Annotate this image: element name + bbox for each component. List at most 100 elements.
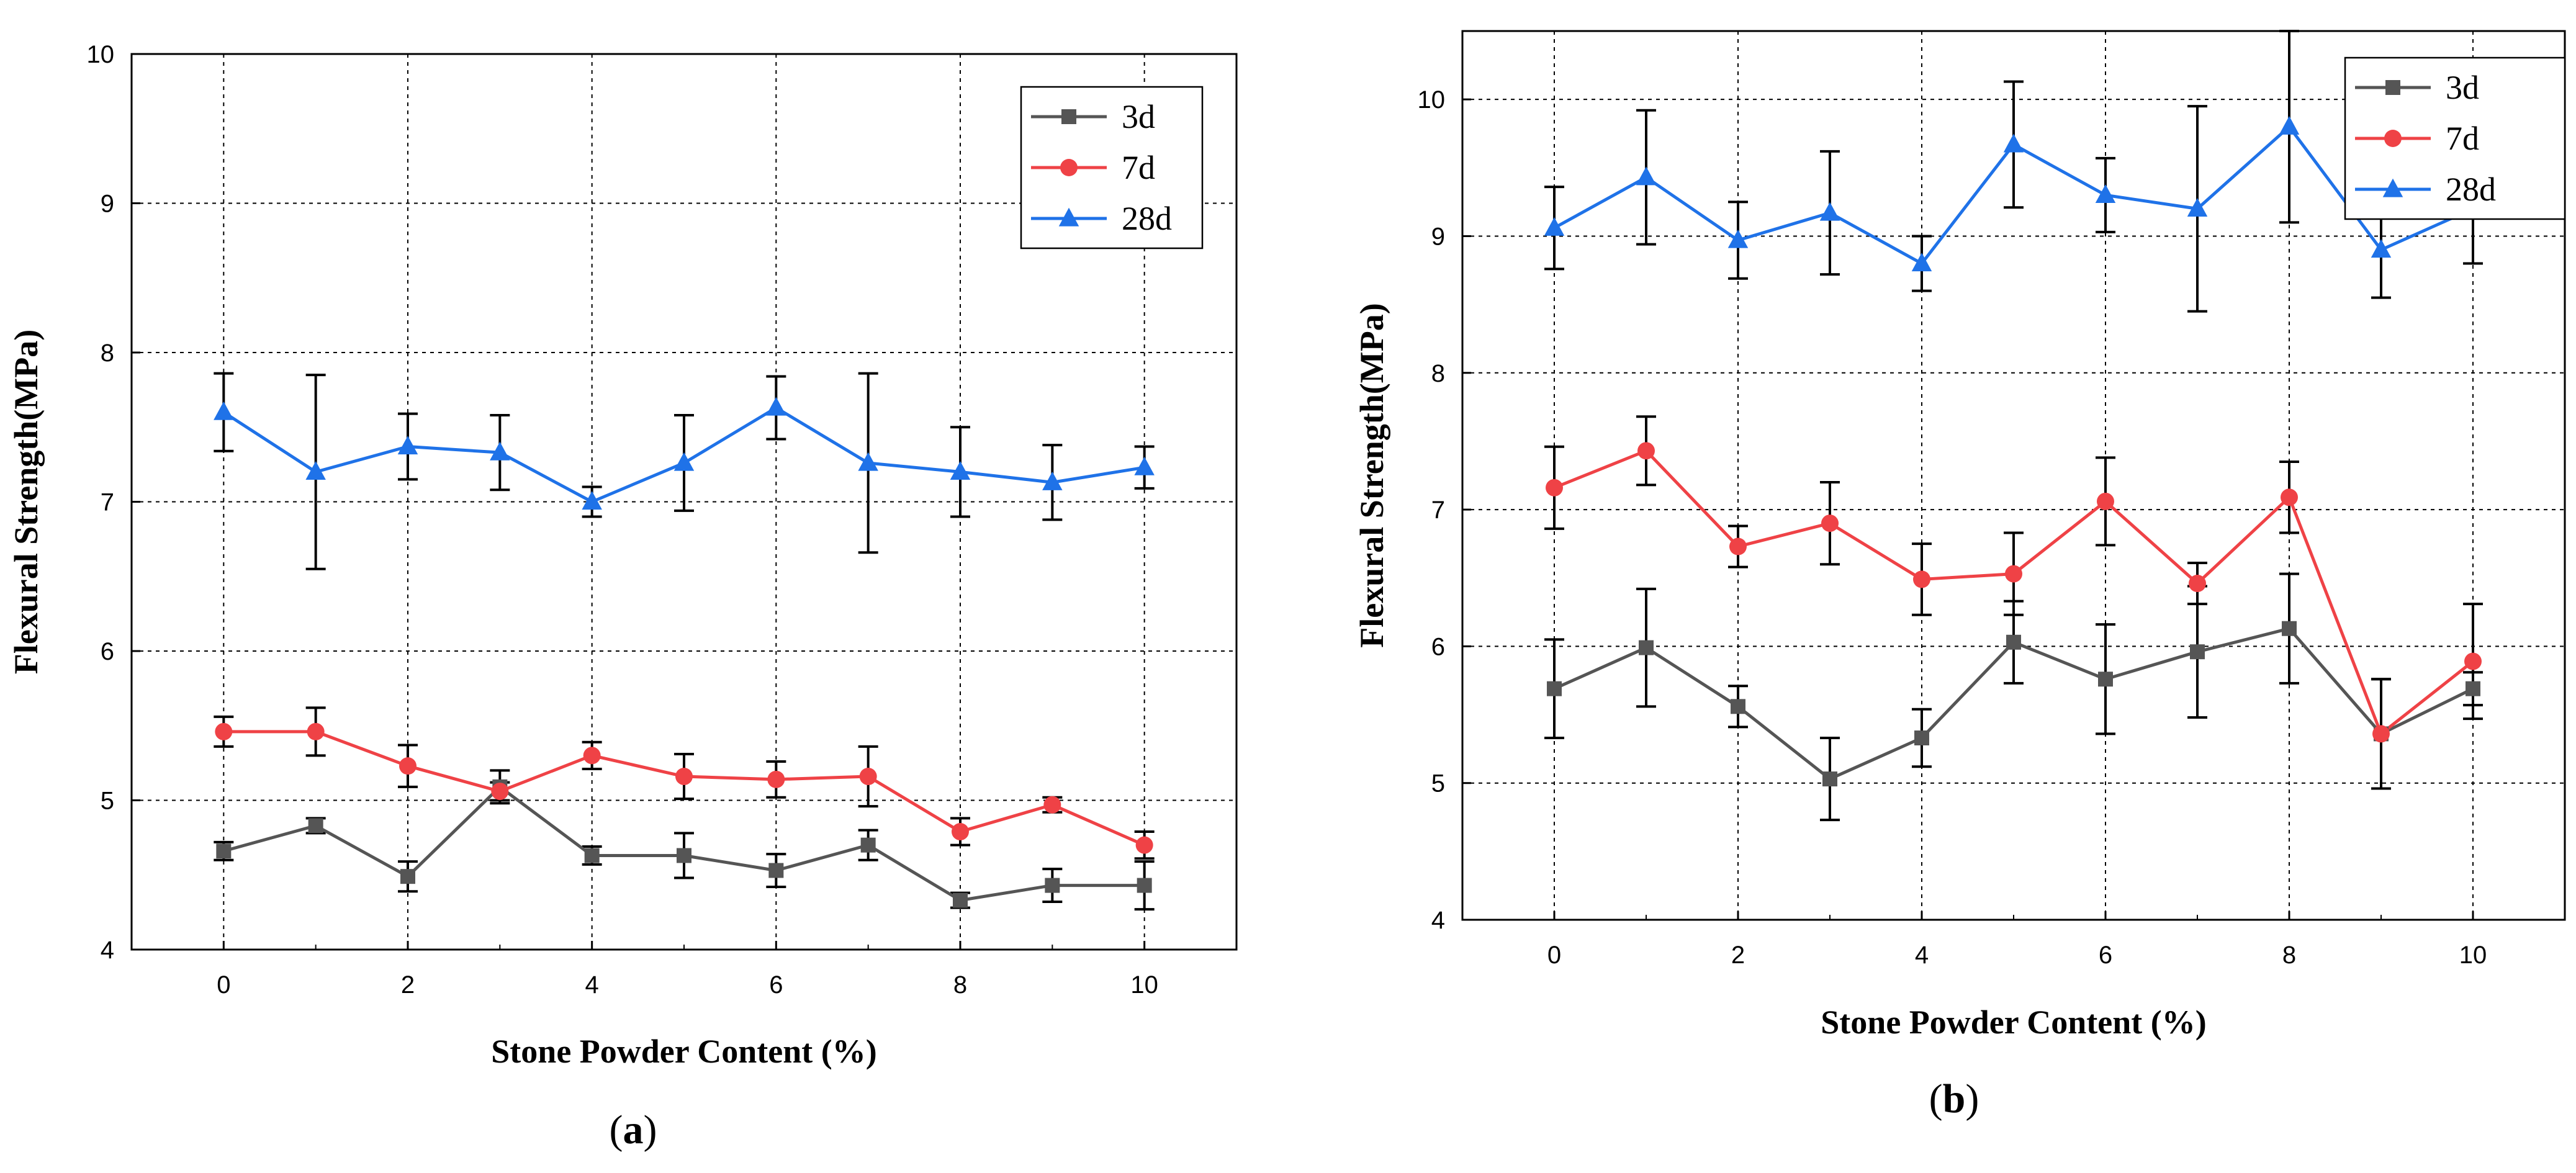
data-point-28d	[950, 461, 971, 480]
panel-label-open: (	[1929, 1076, 1943, 1121]
data-point-28d	[1911, 253, 1932, 272]
data-point-7d	[1729, 537, 1747, 555]
legend-marker-7d	[2384, 130, 2402, 147]
legend-marker-28d	[1058, 207, 1079, 227]
data-point-28d	[214, 401, 234, 420]
legend-marker-7d	[1060, 159, 1078, 176]
data-point-7d	[491, 783, 509, 801]
data-point-3d	[2190, 644, 2205, 660]
data-point-28d	[2279, 115, 2300, 135]
data-point-28d	[2003, 133, 2024, 153]
x-tick-label: 4	[1915, 942, 1929, 969]
legend-marker-3d	[1061, 109, 1076, 124]
legend-markers-b	[2382, 80, 2403, 197]
data-point-28d	[766, 397, 786, 416]
data-point-7d	[767, 770, 785, 788]
x-tick-label: 8	[953, 971, 967, 999]
data-point-3d	[2098, 672, 2113, 687]
data-point-28d	[490, 441, 510, 461]
x-tick-label: 0	[217, 971, 230, 999]
y-tick-label: 5	[101, 788, 114, 815]
data-point-7d	[2372, 725, 2390, 743]
data-point-3d	[1137, 878, 1152, 893]
data-point-7d	[215, 722, 233, 740]
data-point-3d	[584, 848, 600, 863]
x-tick-label: 10	[2459, 942, 2487, 969]
legend-label-7d: 7d	[2446, 120, 2479, 157]
data-point-7d	[583, 747, 601, 765]
x-tick-label: 0	[1547, 942, 1561, 969]
legend-marker-28d	[2382, 178, 2403, 197]
data-point-7d	[1821, 515, 1839, 533]
data-point-28d	[1819, 202, 1840, 221]
x-axis-title-a: Stone Powder Content (%)	[491, 1033, 876, 1070]
legend-label-7d: 7d	[1122, 149, 1155, 186]
legend-b: 3d 7d 28d	[2344, 56, 2566, 220]
data-point-7d	[859, 768, 877, 786]
data-point-28d	[858, 452, 878, 471]
y-tick-label: 4	[101, 937, 114, 964]
data-point-3d	[768, 863, 784, 878]
markers-a	[214, 397, 1155, 908]
x-axis-title-b: Stone Powder Content (%)	[1821, 1004, 2206, 1041]
data-point-28d	[397, 436, 418, 455]
y-tick-label: 6	[1431, 633, 1445, 660]
y-tick-label: 10	[87, 41, 115, 68]
error-bars-a	[214, 372, 1155, 911]
y-tick-label: 9	[1431, 223, 1445, 250]
chart-panel-b: 0 2 4 6 8 10 4 5 6 7 8 9 10 Stone Powder Content (%)…	[1353, 30, 2566, 1121]
data-point-3d	[1547, 681, 1562, 696]
data-point-3d	[1639, 640, 1654, 655]
data-point-3d	[2466, 681, 2480, 696]
y-axis-title-a: Flexural Strength(MPa)	[7, 330, 45, 674]
data-point-3d	[1822, 771, 1837, 787]
data-point-28d	[582, 491, 602, 510]
y-axis-title-b: Flexural Strength(MPa)	[1353, 303, 1390, 647]
data-point-28d	[2095, 184, 2116, 203]
data-point-7d	[399, 757, 417, 775]
data-point-28d	[673, 452, 695, 471]
y-tick-label: 9	[101, 191, 114, 218]
x-tick-label: 4	[585, 971, 599, 999]
data-point-28d	[1636, 166, 1657, 186]
data-point-3d	[2006, 634, 2021, 650]
data-point-3d	[677, 848, 691, 863]
data-point-3d	[216, 843, 232, 859]
data-point-28d	[2187, 198, 2208, 217]
data-point-3d	[308, 818, 323, 834]
y-tick-label: 5	[1431, 770, 1445, 798]
y-tick-label: 7	[101, 489, 114, 516]
x-tick-label: 2	[1731, 942, 1745, 969]
data-point-7d	[307, 722, 325, 740]
legend-label-28d: 28d	[1122, 200, 1172, 237]
data-point-28d	[305, 461, 326, 480]
data-point-3d	[953, 892, 968, 908]
x-tick-label: 10	[1130, 971, 1158, 999]
panel-label-open: (	[610, 1107, 623, 1153]
data-point-7d	[1913, 570, 1930, 588]
panel-label-a: (a)	[610, 1107, 657, 1153]
data-point-28d	[1727, 229, 1749, 248]
data-point-7d	[952, 823, 969, 841]
data-point-7d	[2005, 565, 2022, 583]
data-point-3d	[1045, 878, 1060, 893]
panel-label-b: (b)	[1929, 1076, 1979, 1121]
y-tick-label: 8	[1431, 360, 1445, 387]
data-point-7d	[1546, 479, 1563, 497]
panel-label-letter: b	[1943, 1076, 1966, 1121]
chart-panel-a: 0 2 4 6 8 10 4 5 6 7 8 9 10 Stone Powder Content (%)…	[7, 41, 1238, 1153]
data-point-7d	[2464, 652, 2482, 670]
data-point-7d	[2097, 492, 2114, 510]
panel-label-close: )	[1965, 1076, 1979, 1121]
data-point-7d	[1637, 442, 1655, 460]
data-point-3d	[400, 869, 415, 884]
panel-label-close: )	[644, 1107, 657, 1153]
y-tick-label: 10	[1418, 86, 1446, 114]
data-point-3d	[2282, 621, 2297, 636]
data-point-7d	[1043, 796, 1061, 814]
panel-label-letter: a	[623, 1107, 644, 1153]
y-tick-label: 6	[101, 638, 114, 665]
ticks-b: 0 2 4 6 8 10 4 5 6 7 8 9 10	[1418, 86, 2487, 969]
